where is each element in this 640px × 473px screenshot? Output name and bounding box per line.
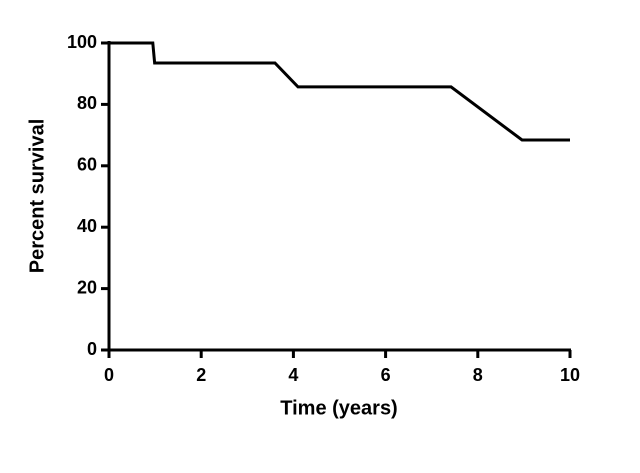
y-tick-label: 20 xyxy=(77,277,97,297)
y-tick-label: 100 xyxy=(67,32,97,52)
y-tick-label: 40 xyxy=(77,216,97,236)
x-tick-label: 6 xyxy=(381,365,391,385)
x-tick-label: 4 xyxy=(288,365,298,385)
x-tick-label: 8 xyxy=(473,365,483,385)
y-axis-title: Percent survival xyxy=(26,119,48,274)
x-tick-label: 10 xyxy=(560,365,580,385)
x-axis-title: Time (years) xyxy=(280,397,397,419)
x-tick-label: 0 xyxy=(104,365,114,385)
y-tick-label: 60 xyxy=(77,155,97,175)
survival-line xyxy=(109,41,570,142)
y-tick-label: 0 xyxy=(87,339,97,359)
y-tick-label: 80 xyxy=(77,93,97,113)
x-tick-label: 2 xyxy=(196,365,206,385)
